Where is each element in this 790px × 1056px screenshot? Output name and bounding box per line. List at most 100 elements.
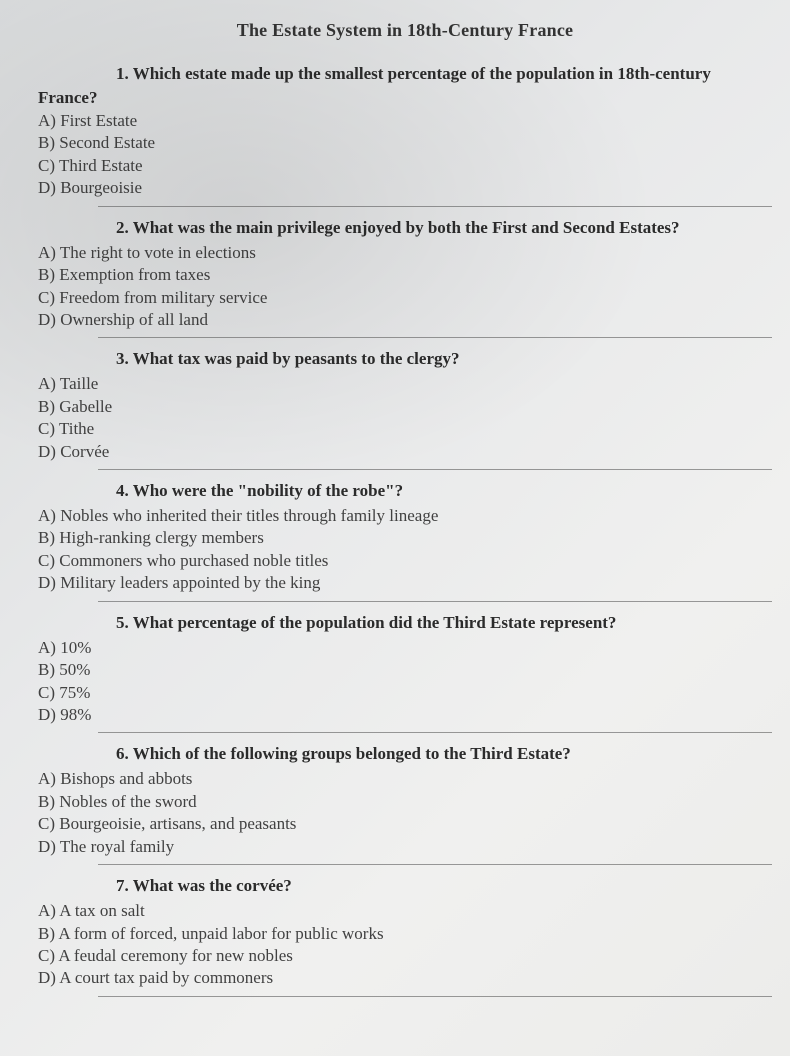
- option: D) Ownership of all land: [38, 309, 772, 331]
- option-letter: C): [38, 419, 59, 438]
- option: D) A court tax paid by commoners: [38, 967, 772, 989]
- option-text: Freedom from military service: [59, 288, 267, 307]
- option: A) A tax on salt: [38, 900, 772, 922]
- option: B) Gabelle: [38, 396, 772, 418]
- question-continuation: France?: [38, 88, 772, 108]
- question-number: 5.: [116, 613, 133, 632]
- option-text: Nobles who inherited their titles throug…: [60, 506, 438, 525]
- option-letter: B): [38, 660, 59, 679]
- option-letter: B): [38, 528, 59, 547]
- question-number: 7.: [116, 876, 133, 895]
- option: A) Nobles who inherited their titles thr…: [38, 505, 772, 527]
- questions-container: 1. Which estate made up the smallest per…: [38, 63, 772, 997]
- option: D) Bourgeoisie: [38, 177, 772, 199]
- divider: [98, 469, 772, 470]
- option-text: Bishops and abbots: [60, 769, 192, 788]
- option: A) Taille: [38, 373, 772, 395]
- divider: [98, 206, 772, 207]
- option-text: 98%: [60, 705, 91, 724]
- question-text-span: What percentage of the population did th…: [133, 613, 617, 632]
- option-letter: C): [38, 683, 59, 702]
- option-letter: A): [38, 506, 60, 525]
- question-text-span: Which of the following groups belonged t…: [133, 744, 571, 763]
- question-number: 3.: [116, 349, 133, 368]
- option-letter: D): [38, 968, 59, 987]
- option-text: Corvée: [60, 442, 109, 461]
- question-text: 3. What tax was paid by peasants to the …: [38, 348, 772, 371]
- option-text: Third Estate: [59, 156, 143, 175]
- option-text: First Estate: [60, 111, 137, 130]
- option-letter: A): [38, 769, 60, 788]
- options-list: A) 10%B) 50%C) 75%D) 98%: [38, 637, 772, 727]
- option: A) The right to vote in elections: [38, 242, 772, 264]
- divider: [98, 337, 772, 338]
- option-text: Bourgeoisie: [60, 178, 142, 197]
- option: C) Bourgeoisie, artisans, and peasants: [38, 813, 772, 835]
- question-text: 4. Who were the "nobility of the robe"?: [38, 480, 772, 503]
- option: A) First Estate: [38, 110, 772, 132]
- option-letter: D): [38, 573, 60, 592]
- options-list: A) Nobles who inherited their titles thr…: [38, 505, 772, 595]
- question-block: 4. Who were the "nobility of the robe"?A…: [38, 480, 772, 602]
- divider: [98, 732, 772, 733]
- option-text: Military leaders appointed by the king: [60, 573, 320, 592]
- option: D) 98%: [38, 704, 772, 726]
- option: D) The royal family: [38, 836, 772, 858]
- question-block: 6. Which of the following groups belonge…: [38, 743, 772, 865]
- option: A) 10%: [38, 637, 772, 659]
- question-text: 2. What was the main privilege enjoyed b…: [38, 217, 772, 240]
- option: D) Military leaders appointed by the kin…: [38, 572, 772, 594]
- option-text: A tax on salt: [59, 901, 144, 920]
- option: B) Exemption from taxes: [38, 264, 772, 286]
- question-block: 7. What was the corvée?A) A tax on saltB…: [38, 875, 772, 997]
- option-letter: D): [38, 837, 60, 856]
- option-text: 50%: [59, 660, 90, 679]
- question-text: 6. Which of the following groups belonge…: [38, 743, 772, 766]
- option-letter: A): [38, 374, 60, 393]
- option: B) High-ranking clergy members: [38, 527, 772, 549]
- option-text: Tithe: [59, 419, 94, 438]
- option-text: Commoners who purchased noble titles: [59, 551, 328, 570]
- option-text: Nobles of the sword: [59, 792, 196, 811]
- option-text: Ownership of all land: [60, 310, 208, 329]
- question-block: 5. What percentage of the population did…: [38, 612, 772, 734]
- page-title: The Estate System in 18th-Century France: [38, 20, 772, 41]
- option: B) 50%: [38, 659, 772, 681]
- option: B) A form of forced, unpaid labor for pu…: [38, 923, 772, 945]
- options-list: A) First EstateB) Second EstateC) Third …: [38, 110, 772, 200]
- option: D) Corvée: [38, 441, 772, 463]
- question-text: 7. What was the corvée?: [38, 875, 772, 898]
- option-letter: B): [38, 792, 59, 811]
- option-letter: B): [38, 133, 59, 152]
- option-text: The royal family: [60, 837, 174, 856]
- option-letter: D): [38, 442, 60, 461]
- option-text: High-ranking clergy members: [59, 528, 264, 547]
- option-letter: C): [38, 946, 58, 965]
- option-letter: C): [38, 814, 59, 833]
- option-text: 75%: [59, 683, 90, 702]
- option-text: Gabelle: [59, 397, 112, 416]
- option-letter: C): [38, 288, 59, 307]
- option: B) Nobles of the sword: [38, 791, 772, 813]
- option-letter: C): [38, 156, 59, 175]
- option: C) Tithe: [38, 418, 772, 440]
- option-text: Exemption from taxes: [59, 265, 210, 284]
- option: A) Bishops and abbots: [38, 768, 772, 790]
- question-text-span: What was the main privilege enjoyed by b…: [133, 218, 680, 237]
- question-text-span: Which estate made up the smallest percen…: [133, 64, 711, 83]
- option: B) Second Estate: [38, 132, 772, 154]
- question-block: 1. Which estate made up the smallest per…: [38, 63, 772, 207]
- option-text: The right to vote in elections: [60, 243, 256, 262]
- option-text: A form of forced, unpaid labor for publi…: [58, 924, 383, 943]
- option-text: A feudal ceremony for new nobles: [58, 946, 293, 965]
- question-block: 2. What was the main privilege enjoyed b…: [38, 217, 772, 339]
- divider: [98, 996, 772, 997]
- options-list: A) A tax on saltB) A form of forced, unp…: [38, 900, 772, 990]
- option: C) A feudal ceremony for new nobles: [38, 945, 772, 967]
- option-text: Second Estate: [59, 133, 155, 152]
- question-text-span: Who were the "nobility of the robe"?: [133, 481, 403, 500]
- option-letter: A): [38, 901, 59, 920]
- option-letter: B): [38, 397, 59, 416]
- option-letter: B): [38, 924, 58, 943]
- question-number: 4.: [116, 481, 133, 500]
